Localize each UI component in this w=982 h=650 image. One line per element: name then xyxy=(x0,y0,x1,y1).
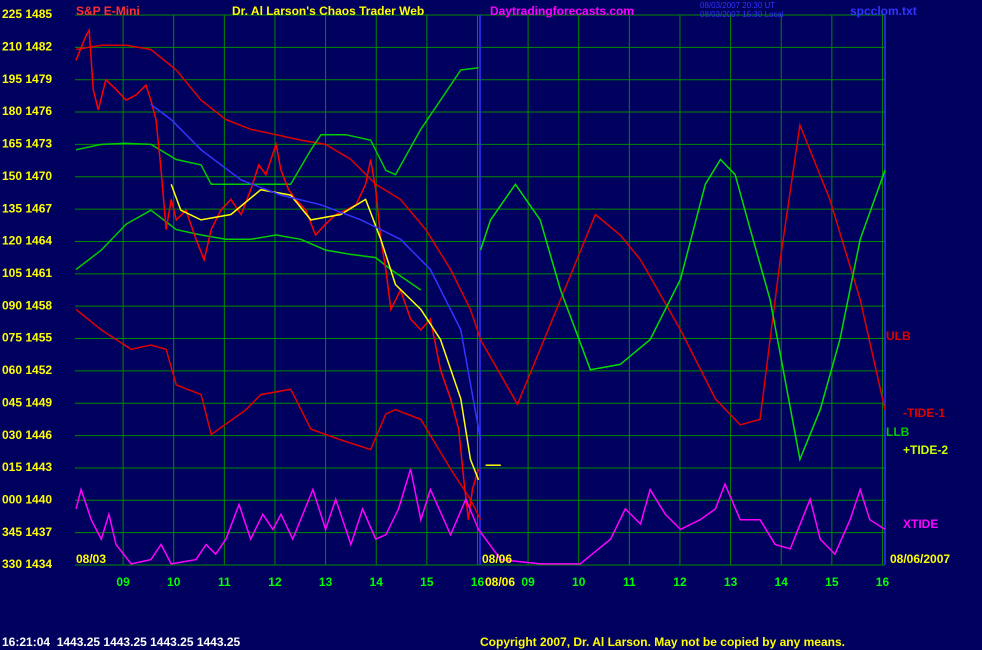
series-line xyxy=(170,184,480,481)
y-tick-label: 135 1467 xyxy=(2,201,52,215)
date-label: 08/06/2007 xyxy=(890,552,950,566)
series-lines xyxy=(75,27,886,565)
series-label: -TIDE-1 xyxy=(903,406,945,420)
chart-title: Dr. Al Larson's Chaos Trader Web xyxy=(232,4,424,18)
date-label: 08/06 xyxy=(482,552,512,566)
x-tick-label: 10 xyxy=(572,575,586,589)
x-tick-label: 09 xyxy=(521,575,535,589)
y-tick-label: 150 1470 xyxy=(2,169,52,183)
x-tick-label: 16 xyxy=(876,575,890,589)
y-tick-label: 210 1482 xyxy=(2,40,52,54)
timestamp: 08/03/2007 15:30 Local xyxy=(700,10,784,19)
y-tick-label: 120 1464 xyxy=(2,234,52,248)
y-tick-label: 180 1476 xyxy=(2,104,52,118)
series-line xyxy=(479,122,886,426)
x-tick-label: 13 xyxy=(319,575,333,589)
timestamp: 08/03/2007 20:30 UT xyxy=(700,1,775,10)
y-tick-label: 225 1485 xyxy=(2,7,52,21)
y-tick-label: 015 1443 xyxy=(2,460,52,474)
series-line xyxy=(150,103,482,441)
x-tick-label: 13 xyxy=(724,575,738,589)
series-line xyxy=(75,67,479,186)
x-tick-label: 09 xyxy=(116,575,130,589)
x-tick-label: 11 xyxy=(218,575,231,589)
symbol: S&P E-Mini xyxy=(76,4,140,18)
y-tick-label: 105 1461 xyxy=(2,266,52,280)
y-tick-label: 075 1455 xyxy=(2,331,52,345)
series-label: XTIDE xyxy=(903,517,938,531)
y-tick-label: 060 1452 xyxy=(2,363,52,377)
series-label: LLB xyxy=(886,425,910,439)
series-line xyxy=(75,44,482,340)
series-label: +TIDE-2 xyxy=(903,443,948,457)
series-line xyxy=(479,158,886,462)
date-label: 08/06 xyxy=(485,575,515,589)
website: Daytradingforecasts.com xyxy=(490,4,634,18)
x-tick-label: 16 xyxy=(471,575,485,589)
x-tick-label: 10 xyxy=(167,575,181,589)
date-label: 08/03 xyxy=(76,552,106,566)
y-tick-label: 195 1479 xyxy=(2,72,52,86)
series-label: ULB xyxy=(886,329,911,343)
series-line xyxy=(75,308,482,521)
x-tick-label: 15 xyxy=(825,575,839,589)
series-line xyxy=(75,209,422,291)
copyright: Copyright 2007, Dr. Al Larson. May not b… xyxy=(480,635,845,649)
y-tick-label: 030 1446 xyxy=(2,428,52,442)
x-tick-label: 14 xyxy=(775,575,789,589)
x-tick-label: 15 xyxy=(420,575,434,589)
labels: S&P E-Mini Dr. Al Larson's Chaos Trader … xyxy=(2,1,950,649)
x-tick-label: 12 xyxy=(673,575,687,589)
series-line xyxy=(75,27,480,520)
y-tick-label: 000 1440 xyxy=(2,492,52,506)
y-tick-label: 165 1473 xyxy=(2,137,52,151)
file-name: spcclom.txt xyxy=(850,4,917,18)
y-tick-label: 045 1449 xyxy=(2,395,52,409)
status-line: 16:21:04 1443.25 1443.25 1443.25 1443.25 xyxy=(2,635,241,649)
x-tick-label: 12 xyxy=(268,575,282,589)
y-tick-label: 345 1437 xyxy=(2,525,52,539)
x-tick-label: 11 xyxy=(623,575,636,589)
y-tick-label: 330 1434 xyxy=(2,557,52,571)
y-tick-label: 090 1458 xyxy=(2,298,52,312)
series-line xyxy=(75,468,886,565)
x-tick-label: 14 xyxy=(370,575,384,589)
